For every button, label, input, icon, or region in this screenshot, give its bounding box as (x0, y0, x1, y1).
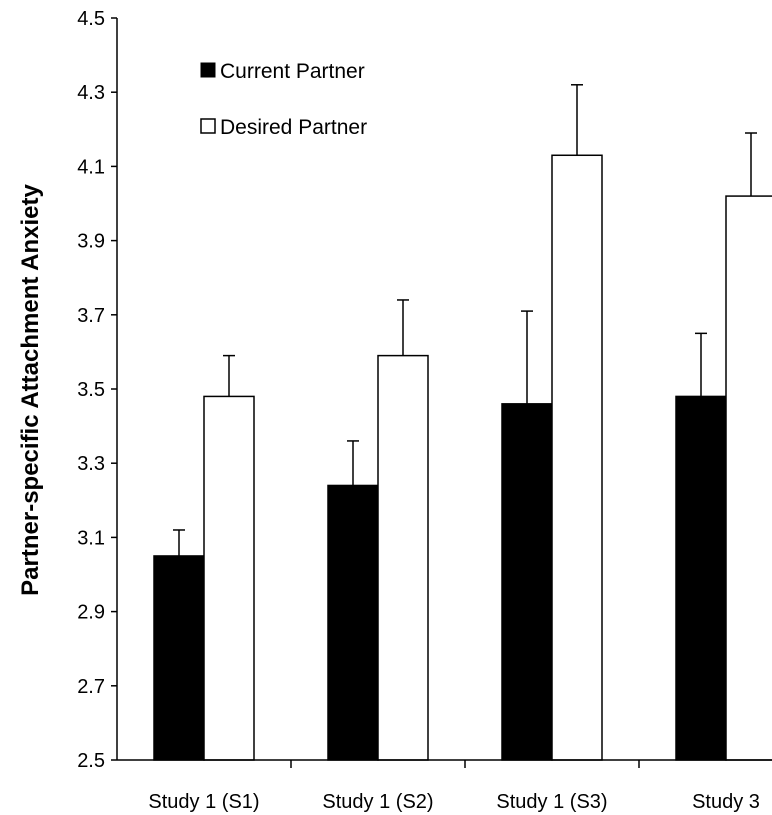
error-bars-layer (173, 84, 757, 556)
legend-label-desired: Desired Partner (220, 116, 367, 139)
bar-current (153, 555, 205, 761)
y-tick-label: 4.3 (77, 82, 105, 104)
y-tick-label: 4.1 (77, 156, 105, 178)
x-category-label: Study 3 (692, 791, 760, 813)
y-ticks-layer: 2.5 2.7 2.9 3.1 3.3 3.5 3.7 3.9 4.1 4.3 4.5 (77, 8, 117, 772)
y-tick-label: 2.7 (77, 676, 105, 698)
bar-current (327, 484, 379, 761)
y-tick-label: 3.3 (77, 453, 105, 475)
x-category-label: Study 1 (S1) (148, 791, 259, 813)
bar-current (675, 395, 727, 761)
legend-label-current: Current Partner (220, 60, 365, 83)
y-tick-label: 2.9 (77, 602, 105, 624)
y-tick-label: 3.5 (77, 379, 105, 401)
y-tick-label: 4.5 (77, 8, 105, 30)
legend-swatch-current (200, 62, 216, 78)
bar-desired (203, 395, 255, 761)
x-category-label: Study 1 (S2) (322, 791, 433, 813)
y-tick-label: 3.9 (77, 231, 105, 253)
y-axis-title: Partner-specific Attachment Anxiety (17, 184, 44, 596)
y-tick-label: 3.7 (77, 305, 105, 327)
x-category-label: Study 1 (S3) (496, 791, 607, 813)
legend: Current Partner Desired Partner (200, 60, 367, 139)
bar-current (501, 403, 553, 761)
bars-layer (153, 154, 772, 761)
x-categories-layer: Study 1 (S1) Study 1 (S2) Study 1 (S3) Stud… (148, 760, 760, 813)
bar-desired (551, 154, 603, 761)
bar-desired (377, 354, 429, 761)
legend-swatch-desired (200, 118, 216, 134)
y-tick-label: 2.5 (77, 750, 105, 772)
y-tick-label: 3.1 (77, 527, 105, 549)
bar-desired (725, 195, 772, 761)
